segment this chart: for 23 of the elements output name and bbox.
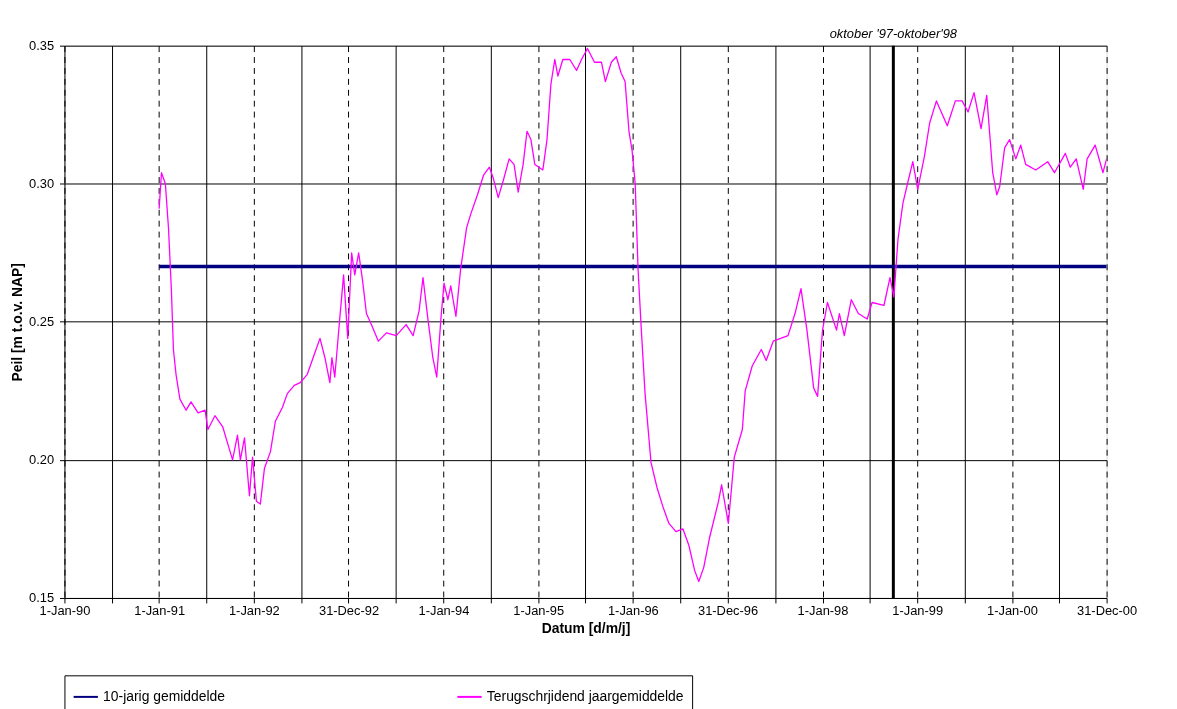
x-axis-title: Datum [d/m/j] <box>541 620 631 637</box>
y-axis-title: Peil [m t.o.v. NAP] <box>9 263 26 382</box>
x-tick-label: 31-Dec-00 <box>1077 603 1138 619</box>
x-tick-label: 1-Jan-91 <box>134 603 186 619</box>
x-tick-label: 1-Jan-95 <box>513 603 565 619</box>
legend-label: Terugschrjidend jaargemiddelde <box>486 687 684 704</box>
x-tick-label: 1-Jan-90 <box>39 603 91 619</box>
y-tick-label: 0.25 <box>28 314 55 330</box>
y-tick-label: 0.20 <box>28 452 55 468</box>
y-tick-label: 0.30 <box>28 176 55 192</box>
ref-line-label: oktober '97-oktober'98 <box>829 25 958 41</box>
x-tick-label: 1-Jan-98 <box>797 603 849 619</box>
x-tick-label: 31-Dec-96 <box>698 603 759 619</box>
x-tick-label: 1-Jan-00 <box>986 603 1038 619</box>
y-tick-label: 0.35 <box>28 38 55 54</box>
x-tick-label: 1-Jan-99 <box>892 603 944 619</box>
x-tick-label: 1-Jan-96 <box>607 603 659 619</box>
x-tick-label: 1-Jan-94 <box>418 603 470 619</box>
line-series <box>158 47 1107 583</box>
x-tick-label: 1-Jan-92 <box>228 603 280 619</box>
x-tick-label: 31-Dec-92 <box>318 603 380 619</box>
y-tick-label: 0.15 <box>28 590 55 606</box>
legend-label: 10-jarig gemiddelde <box>103 687 226 704</box>
